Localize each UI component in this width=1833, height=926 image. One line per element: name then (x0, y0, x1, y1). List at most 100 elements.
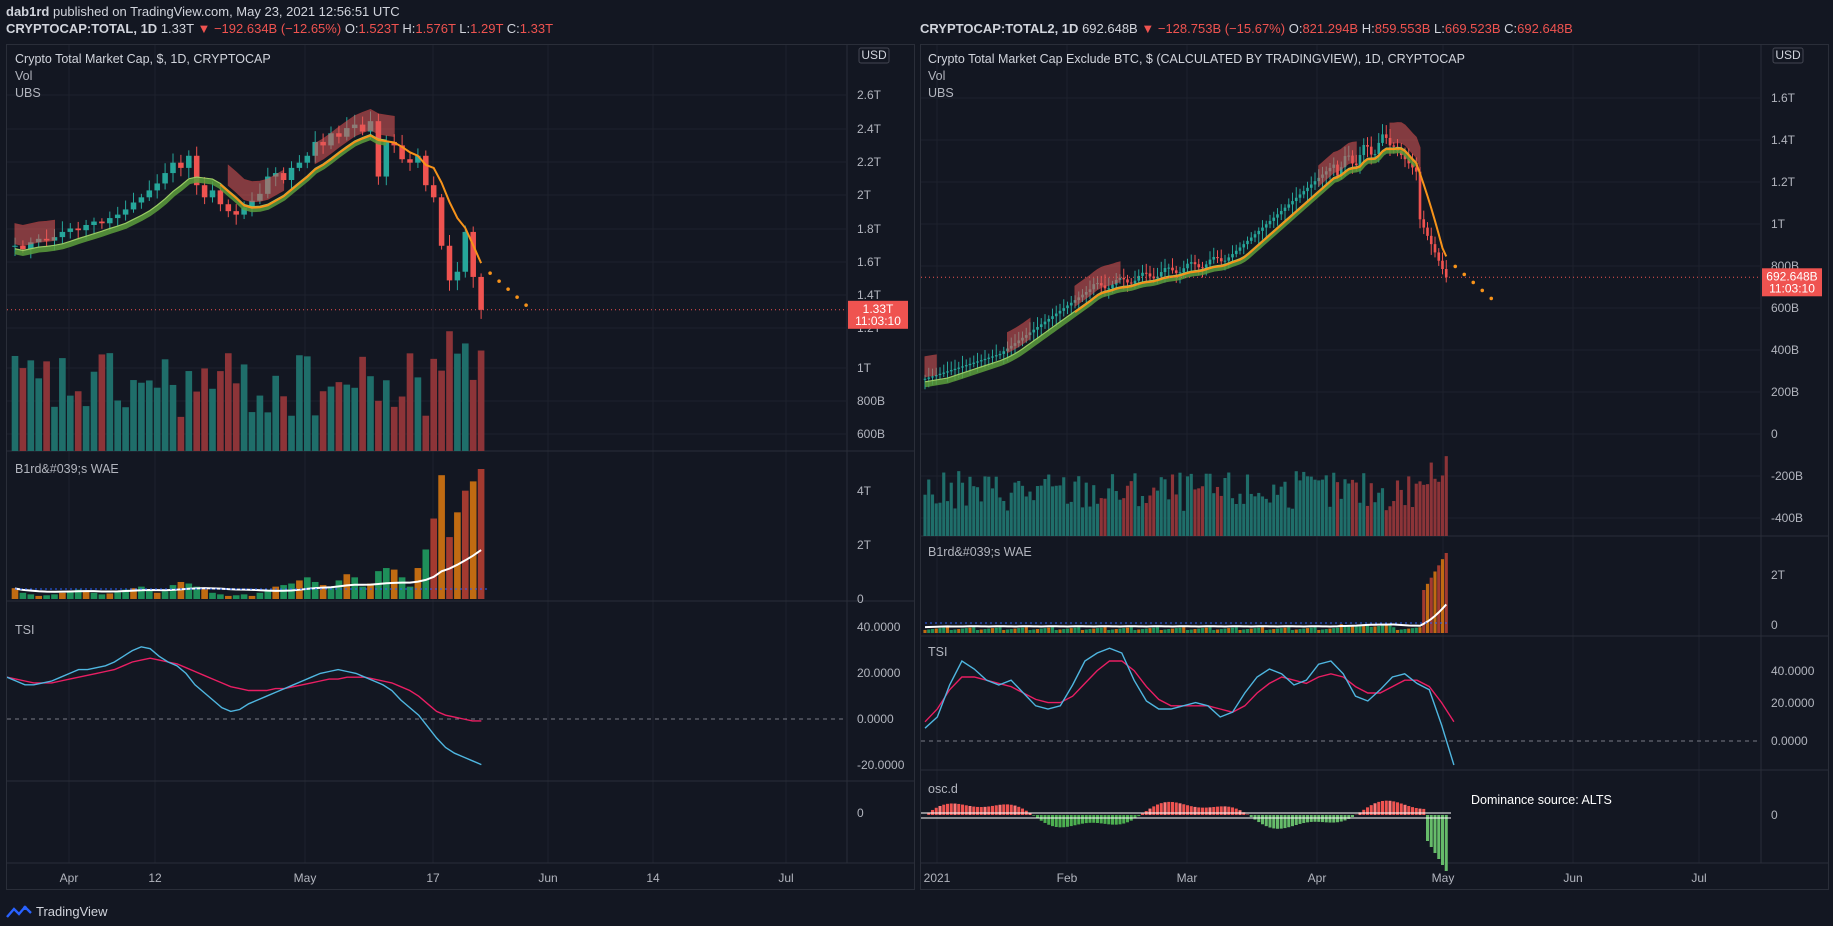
osc-bar (987, 806, 991, 815)
wae-bar (1024, 627, 1028, 633)
wae-bar (351, 577, 359, 599)
indicator-ubs-left[interactable]: UBS (15, 86, 41, 100)
osc-bar (1321, 815, 1324, 823)
wae-bar (1279, 628, 1283, 633)
volume-bar (1212, 493, 1216, 536)
candle-body (462, 231, 469, 272)
wae-bar (938, 628, 942, 633)
volume-bar (1242, 503, 1246, 536)
candle-body (998, 353, 1002, 356)
volume-bar (82, 406, 90, 451)
chart-panel-left[interactable]: 2.6T2.4T2.2T2T1.8T1.6T1.4T1.2T1T800B600B… (6, 44, 915, 890)
price-tick-label: 1.4T (857, 288, 882, 302)
indicator-vol-left[interactable]: Vol (15, 69, 33, 83)
candle-body (1418, 171, 1422, 220)
wae-bar (1253, 628, 1257, 633)
osc-bar (1013, 805, 1017, 815)
price-tick-label: 0 (1771, 427, 1778, 441)
wae-bar (1339, 624, 1343, 633)
chart-canvas-right[interactable]: 1.6T1.4T1.2T1T800B600B400B200B0-200B-400… (921, 45, 1828, 889)
time-axis-label: Jun (538, 871, 557, 885)
author-name[interactable]: dab1rd (6, 4, 50, 19)
wae-explosion-line (924, 603, 1447, 629)
price-tick-label: -400B (1771, 511, 1803, 525)
wae-bar (1362, 624, 1366, 633)
wae-title-right[interactable]: B1rd&#039;s WAE (928, 545, 1032, 559)
candle-body (1234, 250, 1238, 255)
price-tick-label: 400B (1771, 343, 1799, 357)
candle-body (1441, 260, 1444, 269)
candle-body (1309, 184, 1313, 188)
wae-bar (1268, 629, 1272, 633)
candle-body (1339, 167, 1343, 176)
osc-title-right[interactable]: osc.d (928, 782, 958, 796)
volume-bar (1302, 471, 1306, 536)
volume-bar (927, 479, 931, 536)
currency-badge-label: USD (861, 48, 887, 62)
symbol-left[interactable]: CRYPTOCAP:TOTAL, 1D (6, 21, 158, 36)
candle-body (1126, 279, 1129, 283)
volume-bar (1133, 473, 1137, 536)
osc-bar (998, 804, 1002, 815)
candle-body (201, 185, 208, 198)
price-tick-label: -200B (1771, 469, 1803, 483)
chart-panel-right[interactable]: 1.6T 1.4T 1.2T 1T 800B 600B 400B 200B 0 -200B -400… (920, 44, 1829, 890)
wae-bar (1365, 624, 1370, 633)
osc-bar (1103, 815, 1107, 824)
countdown-label: 11:03:10 (855, 314, 901, 328)
wae-bar (311, 581, 319, 599)
volume-bar (1440, 475, 1445, 536)
volume-bar (1339, 498, 1343, 536)
osc-bar (1351, 815, 1354, 817)
volume-bar (1163, 479, 1167, 536)
osc-bar (1148, 808, 1152, 815)
chart-canvas-left[interactable]: 2.6T2.4T2.2T2T1.8T1.6T1.4T1.2T1T800B600B… (7, 45, 914, 889)
indicator-ubs-right[interactable]: UBS (928, 86, 954, 100)
osc-bar (972, 806, 976, 815)
tsi-title-left[interactable]: TSI (15, 623, 35, 637)
wae-bar (1215, 629, 1220, 633)
wae-title-left[interactable]: B1rd&#039;s WAE (15, 462, 119, 476)
candle-body (28, 242, 34, 250)
osc-bar (1036, 815, 1039, 819)
wae-bar (1437, 565, 1441, 633)
volume-bar (1099, 498, 1103, 536)
osc-bar (1058, 815, 1062, 828)
wae-bar (106, 593, 114, 599)
osc-bar (1399, 803, 1403, 815)
price-tick-label: 2.6T (857, 88, 882, 102)
osc-bar (1088, 815, 1092, 823)
osc-bar (1189, 806, 1193, 815)
projection-dot (515, 295, 519, 299)
wae-bar (1384, 625, 1388, 633)
tsi-title-right[interactable]: TSI (928, 645, 948, 659)
wae-bar (1069, 628, 1073, 633)
wae-bar (945, 627, 950, 633)
footer-brand[interactable]: TradingView (6, 904, 108, 919)
ubs-cloud (1007, 317, 1031, 354)
indicator-vol-right[interactable]: Vol (928, 69, 946, 83)
candle-body (953, 368, 957, 371)
candle-body (1407, 159, 1411, 164)
candle-body (1129, 282, 1133, 284)
candle-body (423, 155, 429, 186)
osc-bar (1178, 803, 1182, 815)
candle-body (1047, 318, 1051, 322)
time-axis-label: Apr (60, 871, 79, 885)
projection-dot (497, 279, 501, 283)
volume-bar (90, 371, 98, 451)
osc-bar (946, 803, 949, 815)
wae-bar (1313, 627, 1317, 633)
osc-bar (1418, 808, 1422, 815)
wae-bar (1414, 627, 1418, 633)
wae-bar (1287, 627, 1291, 633)
projection-dot (488, 271, 492, 275)
volume-bar (1444, 456, 1448, 536)
wae-bar (1425, 583, 1430, 633)
symbol-right[interactable]: CRYPTOCAP:TOTAL2, 1D (920, 21, 1079, 36)
volume-bar (35, 378, 43, 451)
wae-bar (1073, 627, 1077, 633)
candle-body (1216, 256, 1219, 259)
osc-bar (1137, 815, 1141, 817)
osc-bar (1306, 815, 1309, 823)
